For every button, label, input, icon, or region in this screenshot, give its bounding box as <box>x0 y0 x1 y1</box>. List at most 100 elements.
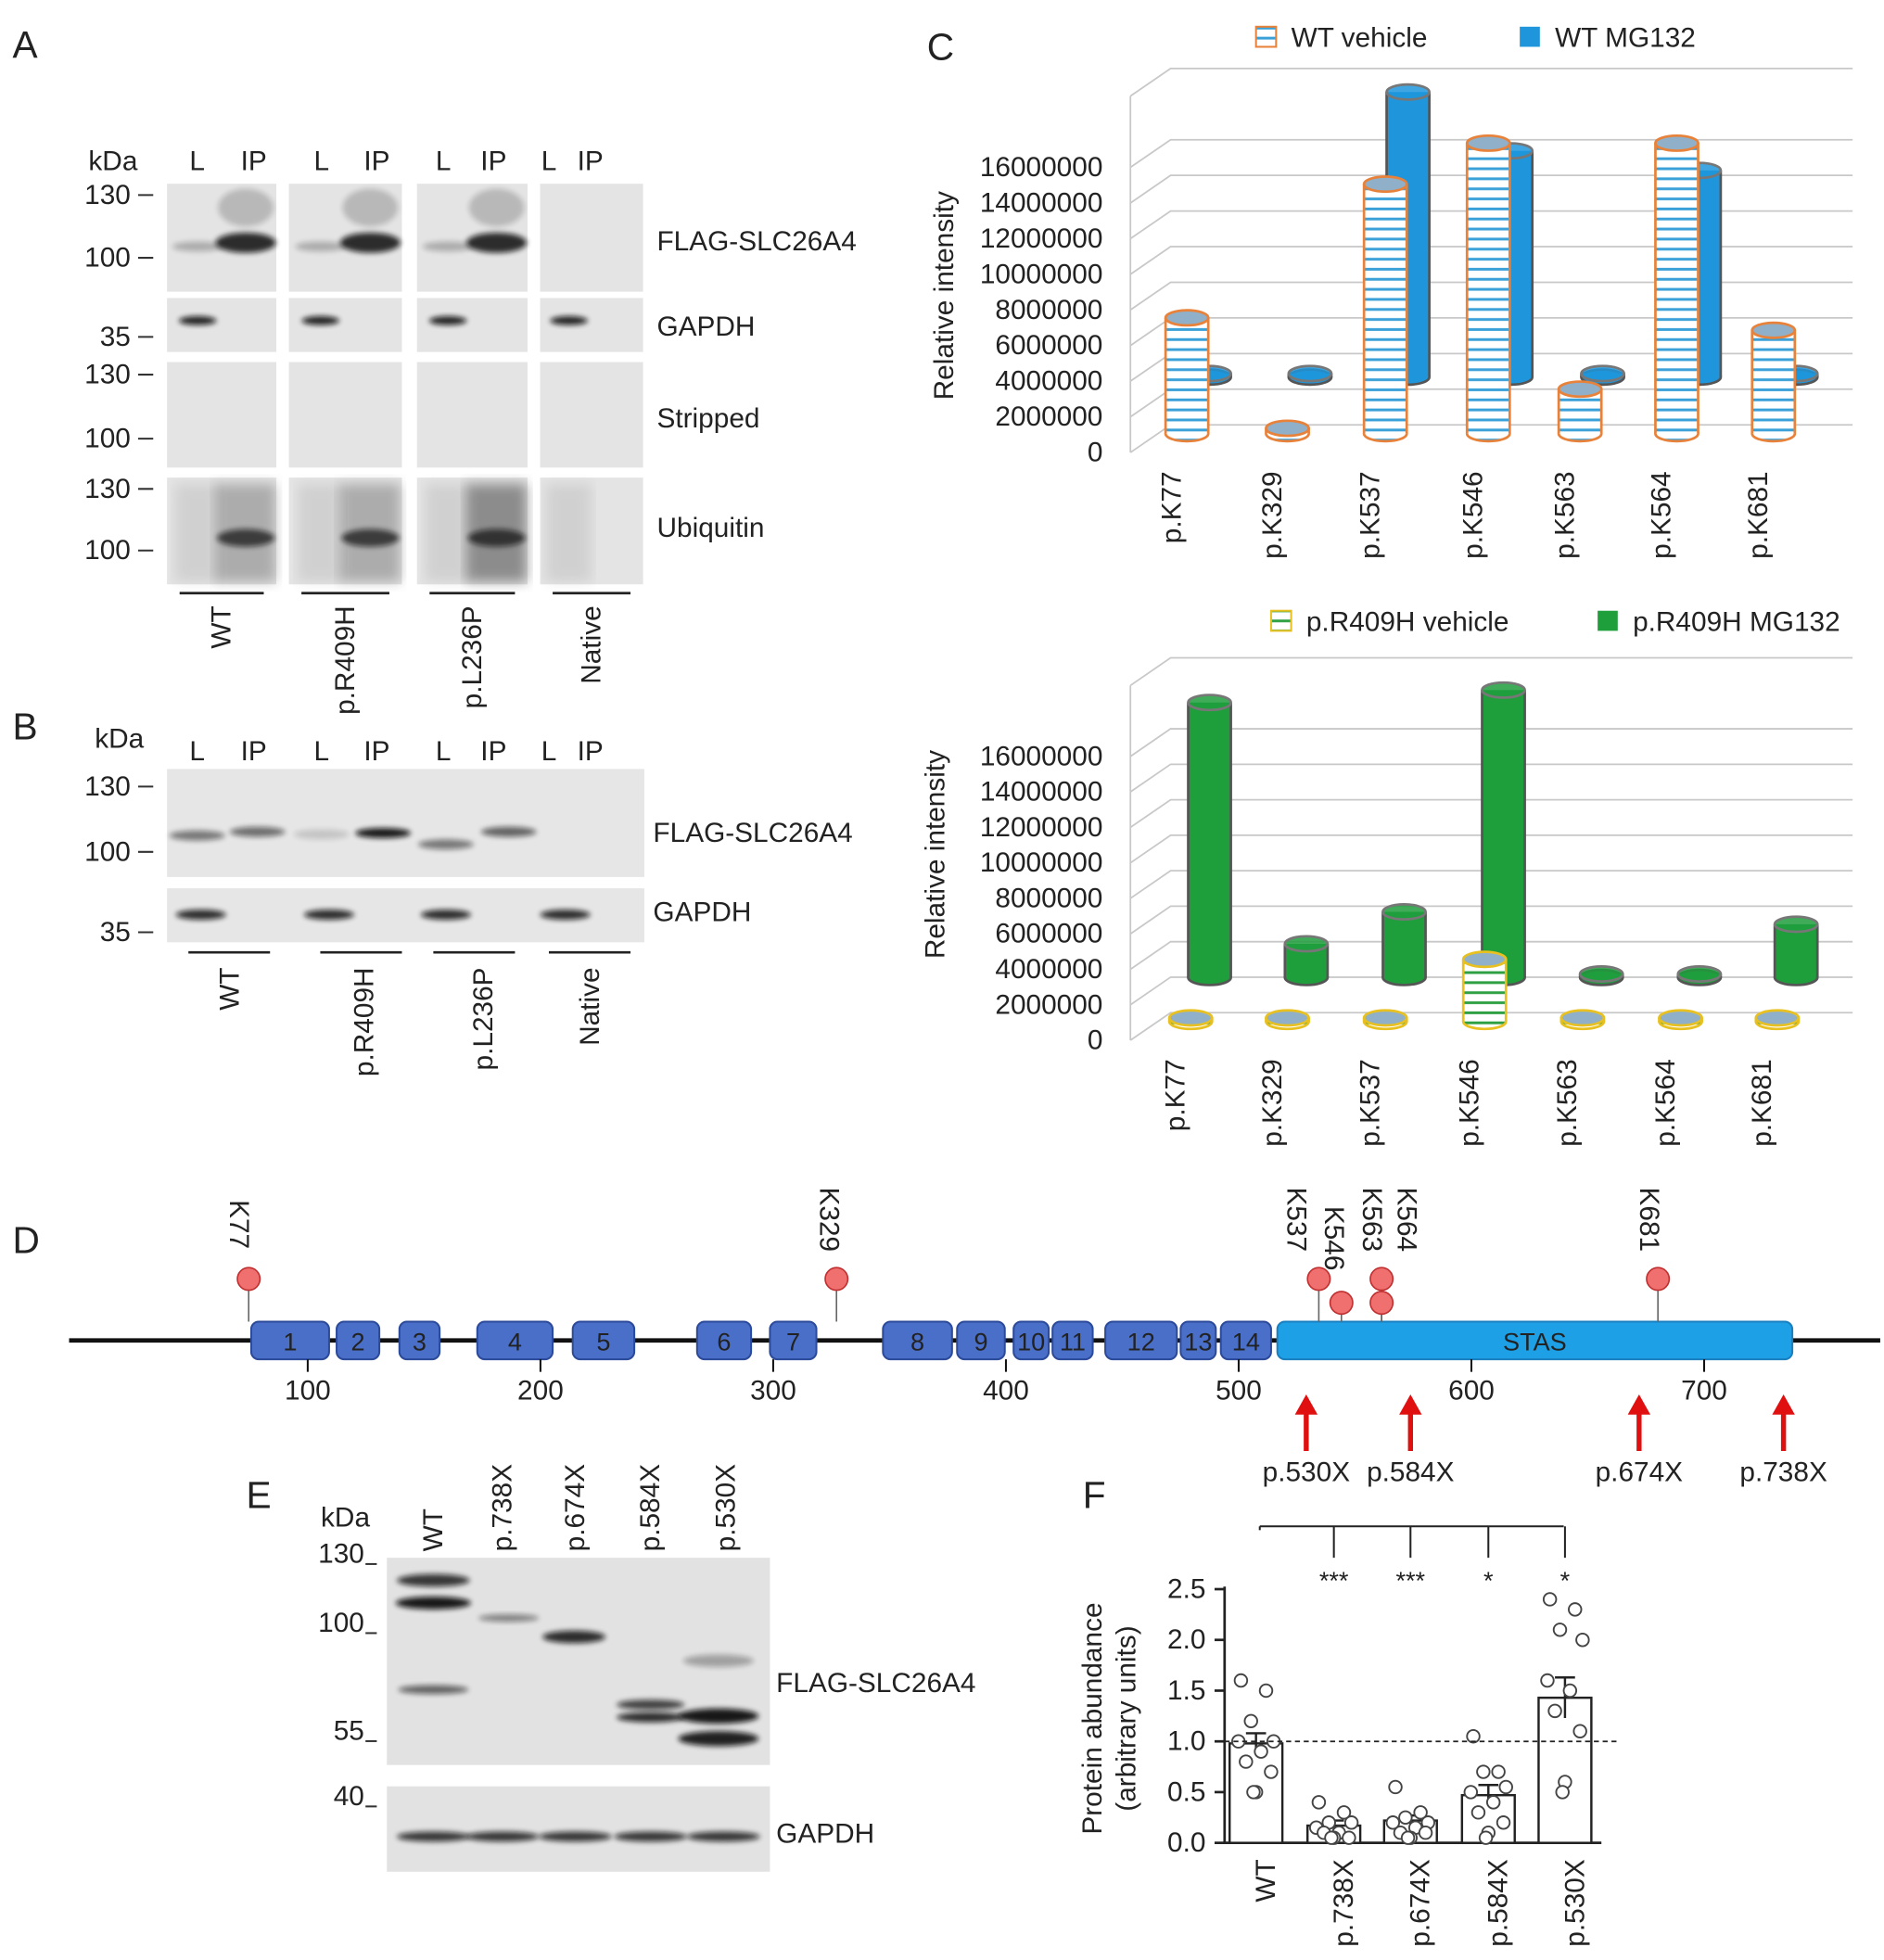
bar-top <box>1654 134 1699 152</box>
domain <box>476 1320 554 1361</box>
x-tick-label: 500 <box>1216 1375 1262 1406</box>
bar <box>1164 309 1210 443</box>
mw-marker: 130 <box>84 360 131 390</box>
panel-label: A <box>13 23 39 66</box>
domain-label: 3 <box>413 1328 426 1356</box>
lane-label: L <box>541 736 557 767</box>
lane-label: IP <box>363 146 389 176</box>
domain <box>956 1320 1006 1361</box>
data-point <box>1343 1815 1359 1830</box>
bar-top <box>1381 903 1427 921</box>
data-point <box>1555 1785 1570 1800</box>
truncation-label: p.738X <box>1739 1457 1827 1488</box>
legend-swatch <box>1598 610 1618 631</box>
x-tick-label: p.K546 <box>1458 471 1489 558</box>
significance-label: * <box>1483 1566 1494 1595</box>
band <box>229 826 286 837</box>
site-label: K537 <box>1281 1188 1312 1253</box>
x-tick-label: p.K77 <box>1156 471 1187 543</box>
band <box>295 241 346 252</box>
panel-label: C <box>927 25 954 68</box>
data-point <box>1562 1683 1578 1699</box>
data-point <box>1540 1673 1555 1688</box>
y-tick-label: 14000000 <box>980 777 1103 808</box>
bar-top <box>1187 694 1232 712</box>
panel-label: F <box>1083 1473 1106 1516</box>
arrow-head <box>1627 1394 1651 1415</box>
mw-marker: 100 <box>84 243 131 274</box>
bar-top <box>1754 1009 1801 1027</box>
domain-label: 8 <box>910 1328 924 1356</box>
data-point <box>1398 1810 1413 1826</box>
bar <box>1654 134 1699 443</box>
blot <box>387 1786 770 1872</box>
bar <box>1557 380 1603 443</box>
data-point <box>1264 1764 1279 1779</box>
legend-swatch <box>1254 25 1278 48</box>
kda-label: kDa <box>95 723 144 754</box>
bar <box>1167 1009 1214 1031</box>
legend-label: p.R409H MG132 <box>1633 606 1840 637</box>
site-marker <box>1329 1291 1354 1316</box>
bar-top <box>1385 83 1431 101</box>
bar-body <box>1482 690 1525 978</box>
data-point <box>1496 1815 1511 1830</box>
band <box>303 910 355 920</box>
grid-line <box>1129 1012 1853 1041</box>
data-point <box>1385 1815 1401 1830</box>
domain-label: 4 <box>508 1328 522 1356</box>
grid-line <box>1129 67 1853 97</box>
legend-swatch <box>1520 26 1540 47</box>
y-tick-label: 16000000 <box>980 152 1103 183</box>
data-point <box>1400 1830 1416 1845</box>
lane-label: L <box>189 146 205 176</box>
site-label: K563 <box>1356 1188 1387 1253</box>
domain-label: 2 <box>351 1328 365 1356</box>
domain-label: 14 <box>1232 1328 1260 1356</box>
domain-label: 7 <box>786 1328 800 1356</box>
blot <box>288 298 402 352</box>
band <box>175 910 226 920</box>
bar-top <box>1481 681 1526 699</box>
grid-line <box>1129 246 1853 275</box>
domain <box>336 1320 381 1361</box>
site-marker <box>1369 1291 1394 1316</box>
domain-label: 6 <box>717 1328 731 1356</box>
band <box>614 1831 688 1842</box>
blot <box>540 184 643 292</box>
sample-label: WT <box>214 967 245 1010</box>
panel-label: B <box>13 705 38 747</box>
band <box>339 232 401 253</box>
y-tick-label: 2.5 <box>1167 1574 1205 1605</box>
panel-label: D <box>13 1218 40 1261</box>
mw-marker: 130 <box>84 771 131 802</box>
blot <box>416 298 528 352</box>
y-tick-label: 10000000 <box>980 259 1103 289</box>
arrow-head <box>1772 1394 1795 1415</box>
grid-line <box>1129 834 1853 864</box>
band <box>420 910 471 920</box>
bar <box>1580 364 1625 387</box>
lane-label: IP <box>480 146 506 176</box>
band <box>418 839 474 850</box>
band <box>687 1831 760 1842</box>
kda-label: kDa <box>88 146 137 176</box>
y-tick-label: 2000000 <box>995 989 1102 1020</box>
y-tick-label: 12000000 <box>980 812 1103 843</box>
bar <box>1362 1009 1408 1031</box>
site-label: K564 <box>1392 1188 1422 1253</box>
band <box>480 826 537 837</box>
domain <box>882 1320 953 1361</box>
data-point <box>1413 1805 1428 1820</box>
lane-label: IP <box>578 146 604 176</box>
data-point <box>1243 1713 1258 1729</box>
band <box>428 316 467 325</box>
lane-label: IP <box>241 736 267 767</box>
x-tick-label: p.K681 <box>1743 471 1774 558</box>
band <box>550 316 588 325</box>
bar-top <box>1676 964 1723 983</box>
blot-label: GAPDH <box>776 1819 874 1850</box>
x-tick-label: p.K77 <box>1160 1059 1190 1131</box>
bar <box>1283 935 1330 986</box>
